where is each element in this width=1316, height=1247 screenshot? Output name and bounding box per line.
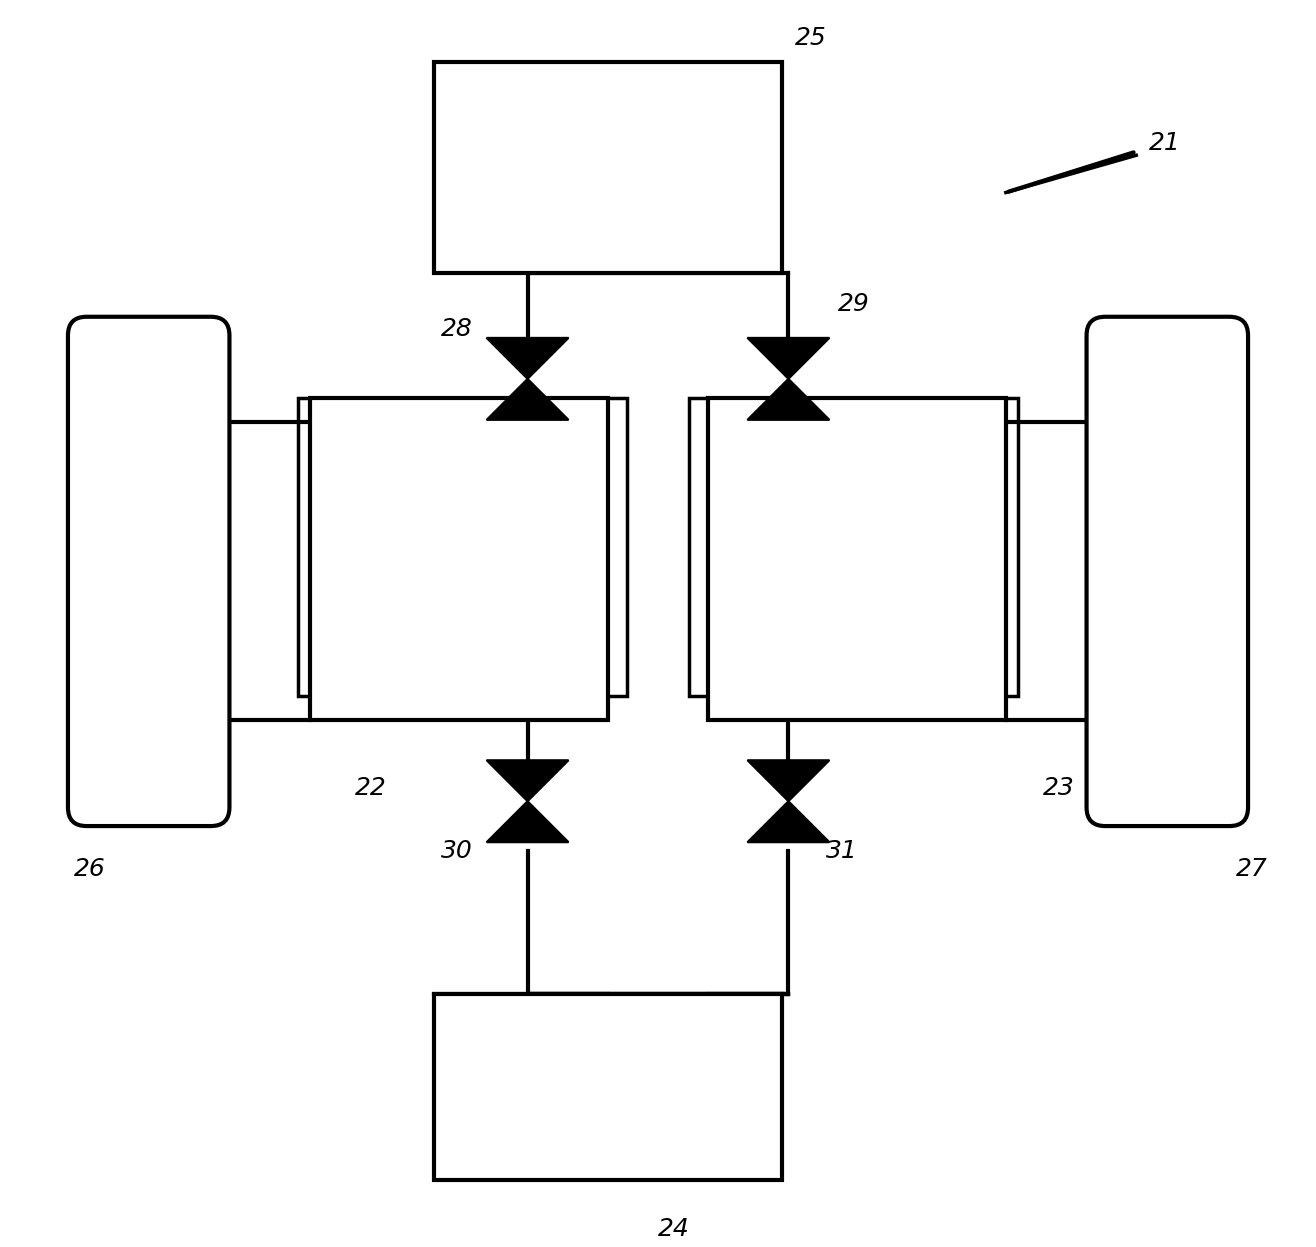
Bar	[297, 398, 626, 696]
Polygon shape	[747, 802, 829, 842]
Polygon shape	[747, 761, 829, 802]
Polygon shape	[747, 338, 829, 379]
Text: 28: 28	[441, 317, 472, 342]
Text: 21: 21	[1149, 131, 1180, 155]
Polygon shape	[747, 379, 829, 420]
Text: 22: 22	[355, 777, 387, 801]
Text: 24: 24	[658, 1217, 690, 1241]
Polygon shape	[487, 379, 569, 420]
FancyBboxPatch shape	[68, 317, 229, 826]
Text: 26: 26	[74, 857, 105, 882]
Polygon shape	[487, 761, 569, 802]
Text: 31: 31	[825, 839, 858, 863]
Bar	[708, 398, 1005, 721]
Polygon shape	[487, 338, 569, 379]
Bar	[311, 398, 608, 721]
Text: 27: 27	[1236, 857, 1267, 882]
Text: 29: 29	[838, 292, 870, 317]
FancyBboxPatch shape	[1087, 317, 1248, 826]
Bar	[434, 62, 782, 273]
Text: 25: 25	[795, 26, 826, 50]
Text: 30: 30	[441, 839, 472, 863]
Bar	[434, 994, 782, 1180]
Bar	[690, 398, 1019, 696]
Text: 23: 23	[1044, 777, 1075, 801]
Polygon shape	[487, 802, 569, 842]
